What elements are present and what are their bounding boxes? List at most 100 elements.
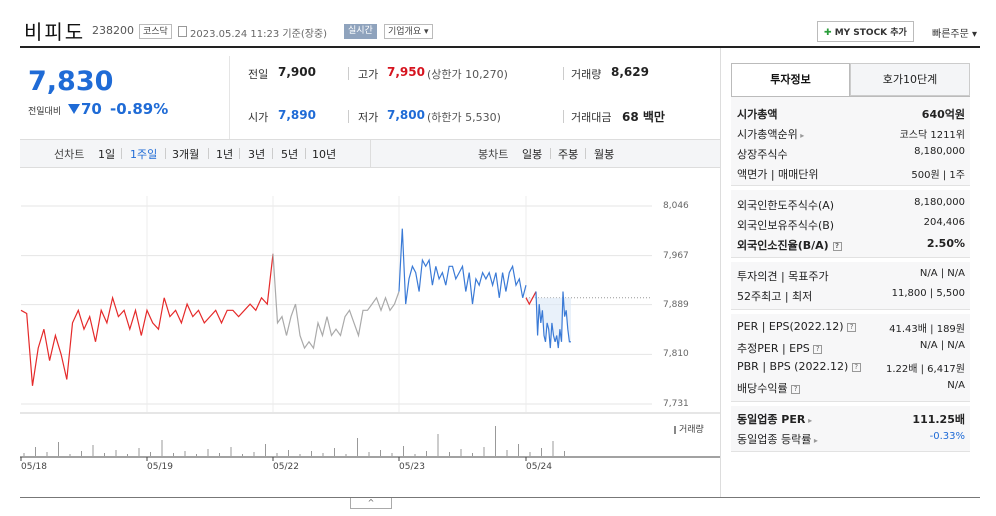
chevron-right-icon[interactable]: ▸	[797, 131, 805, 140]
divider	[585, 148, 586, 159]
x-tick-label: 05/22	[273, 462, 299, 472]
tab-period-5y[interactable]: 5년	[281, 148, 299, 161]
invest-info-value: 8,180,000	[914, 146, 965, 157]
invest-group-foreign	[731, 190, 970, 258]
chevron-right-icon[interactable]: ▸	[811, 436, 818, 445]
invest-info-key: 추정PER | EPS ?	[737, 340, 823, 356]
tab-period-1y[interactable]: 1년	[216, 148, 234, 161]
invest-info-row[interactable]: PBR | BPS (2022.12) ? 1.22배 | 6,417원	[737, 360, 965, 377]
price-lines	[20, 228, 571, 386]
price-series-line	[398, 228, 527, 305]
panel-divider	[720, 48, 721, 497]
invest-info-value: N/A	[947, 380, 965, 391]
invest-info-value: 111.25배	[912, 413, 965, 426]
tab-period-3m[interactable]: 3개월	[172, 148, 200, 161]
invest-info-value: 640억원	[921, 108, 965, 121]
invest-group-market-cap	[731, 97, 970, 186]
current-price: 7,830	[28, 66, 114, 97]
x-tick-label: 05/18	[21, 462, 47, 472]
divider	[208, 148, 209, 159]
invest-info-row[interactable]: 외국인소진율(B/A) ? 2.50%	[737, 237, 965, 254]
change-label: 전일대비	[28, 107, 62, 117]
company-overview-label: 기업개요	[388, 27, 422, 37]
invest-info-value: 1.22배 | 6,417원	[885, 364, 965, 375]
invest-info-key: 외국인한도주식수(A)	[737, 199, 835, 212]
invest-info-key: 상장주식수	[737, 148, 788, 161]
tab-period-1w[interactable]: 1주일	[130, 148, 158, 161]
invest-info-row[interactable]: 추정PER | EPS ? N/A | N/A	[737, 340, 965, 357]
line-chart-label: 선차트	[54, 148, 85, 161]
bottom-divider	[20, 497, 980, 498]
help-icon[interactable]: ?	[791, 384, 801, 394]
invest-info-row: 투자의견 | 목표주가 N/A | N/A	[737, 268, 965, 285]
invest-info-row[interactable]: PER | EPS(2022.12) ? 41.43배 | 189원	[737, 320, 965, 337]
lower-limit: (하한가 5,530)	[427, 111, 501, 124]
invest-group-opinion	[731, 262, 970, 310]
help-icon[interactable]: ?	[851, 362, 861, 372]
invest-info-key: 동일업종 등락률 ▸	[737, 433, 818, 446]
open-value: 7,890	[278, 108, 316, 122]
invest-info-row: 52주최고 | 최저 11,800 | 5,500	[737, 288, 965, 305]
invest-info-key: 투자의견 | 목표주가	[737, 270, 829, 283]
invest-info-row[interactable]: 배당수익률 ? N/A	[737, 380, 965, 397]
dropdown-arrow-icon: ▾	[968, 29, 978, 40]
low-label: 저가	[358, 111, 379, 124]
invest-info-row: 시가총액 640억원	[737, 106, 965, 123]
y-tick-label: 7,967	[663, 251, 689, 261]
tab-underline	[731, 96, 970, 97]
invest-info-value: 11,800 | 5,500	[891, 288, 965, 299]
invest-info-value: 코스닥 1211위	[899, 130, 965, 141]
trade-amount-value: 68 백만	[622, 110, 665, 124]
market-tag: 코스닥	[139, 24, 172, 39]
volume-legend: 거래량	[674, 422, 704, 435]
quote-datetime: 2023.05.24 11:23 기준(장중)	[190, 29, 328, 40]
invest-info-key: 외국인보유주식수(B)	[737, 219, 835, 232]
chart-grid	[20, 196, 720, 461]
price-series-line	[525, 291, 537, 306]
divider	[272, 148, 273, 159]
divider	[121, 148, 122, 159]
help-icon[interactable]: ?	[813, 344, 823, 354]
divider	[305, 148, 306, 159]
tab-candle-monthly[interactable]: 월봉	[594, 148, 615, 161]
tab-period-1d[interactable]: 1일	[98, 148, 116, 161]
volume-label: 거래량	[571, 68, 602, 81]
tab-order-book[interactable]: 호가10단계	[850, 63, 970, 96]
high-label: 고가	[358, 68, 379, 81]
invest-info-key: 액면가 | 매매단위	[737, 168, 819, 181]
open-label: 시가	[248, 111, 269, 124]
tab-period-3y[interactable]: 3년	[248, 148, 266, 161]
chevron-right-icon[interactable]: ▸	[805, 416, 813, 425]
invest-info-row: 외국인한도주식수(A) 8,180,000	[737, 197, 965, 214]
realtime-badge[interactable]: 실시간	[344, 24, 377, 39]
tab-candle-weekly[interactable]: 주봉	[558, 148, 579, 161]
company-overview-dropdown[interactable]: 기업개요 ▾	[384, 24, 433, 39]
invest-info-value: 8,180,000	[914, 197, 965, 208]
invest-info-row[interactable]: 동일업종 PER ▸ 111.25배	[737, 411, 965, 428]
trade-amount-label: 거래대금	[571, 111, 612, 124]
collapse-button[interactable]: ^	[350, 498, 392, 509]
invest-info-row[interactable]: 동일업종 등락률 ▸ -0.33%	[737, 431, 965, 448]
help-icon[interactable]: ?	[832, 241, 842, 251]
add-mystock-label: MY STOCK 추가	[834, 28, 907, 38]
prev-close-value: 7,900	[278, 65, 316, 79]
volume-legend-label: 거래량	[679, 425, 704, 435]
quick-order-dropdown[interactable]: 빠른주문 ▾	[932, 25, 977, 40]
tab-candle-daily[interactable]: 일봉	[522, 148, 543, 161]
invest-info-key: PER | EPS(2022.12) ?	[737, 320, 857, 333]
y-tick-label: 7,731	[663, 399, 689, 409]
help-icon[interactable]: ?	[847, 322, 857, 332]
price-series-line	[20, 253, 274, 386]
price-series-line	[535, 291, 571, 349]
volume-bars	[23, 426, 565, 456]
tab-period-10y[interactable]: 10년	[312, 148, 337, 161]
tab-invest-info[interactable]: 투자정보	[731, 63, 850, 96]
invest-info-row[interactable]: 시가총액순위 ▸ 코스닥 1211위	[737, 126, 965, 143]
divider	[165, 148, 166, 159]
invest-info-value: N/A | N/A	[919, 268, 965, 279]
add-mystock-button[interactable]: ✚ MY STOCK 추가	[817, 21, 914, 42]
low-value: 7,800	[387, 108, 425, 122]
price-series-line	[272, 253, 400, 350]
invest-info-row: 외국인보유주식수(B) 204,406	[737, 217, 965, 234]
